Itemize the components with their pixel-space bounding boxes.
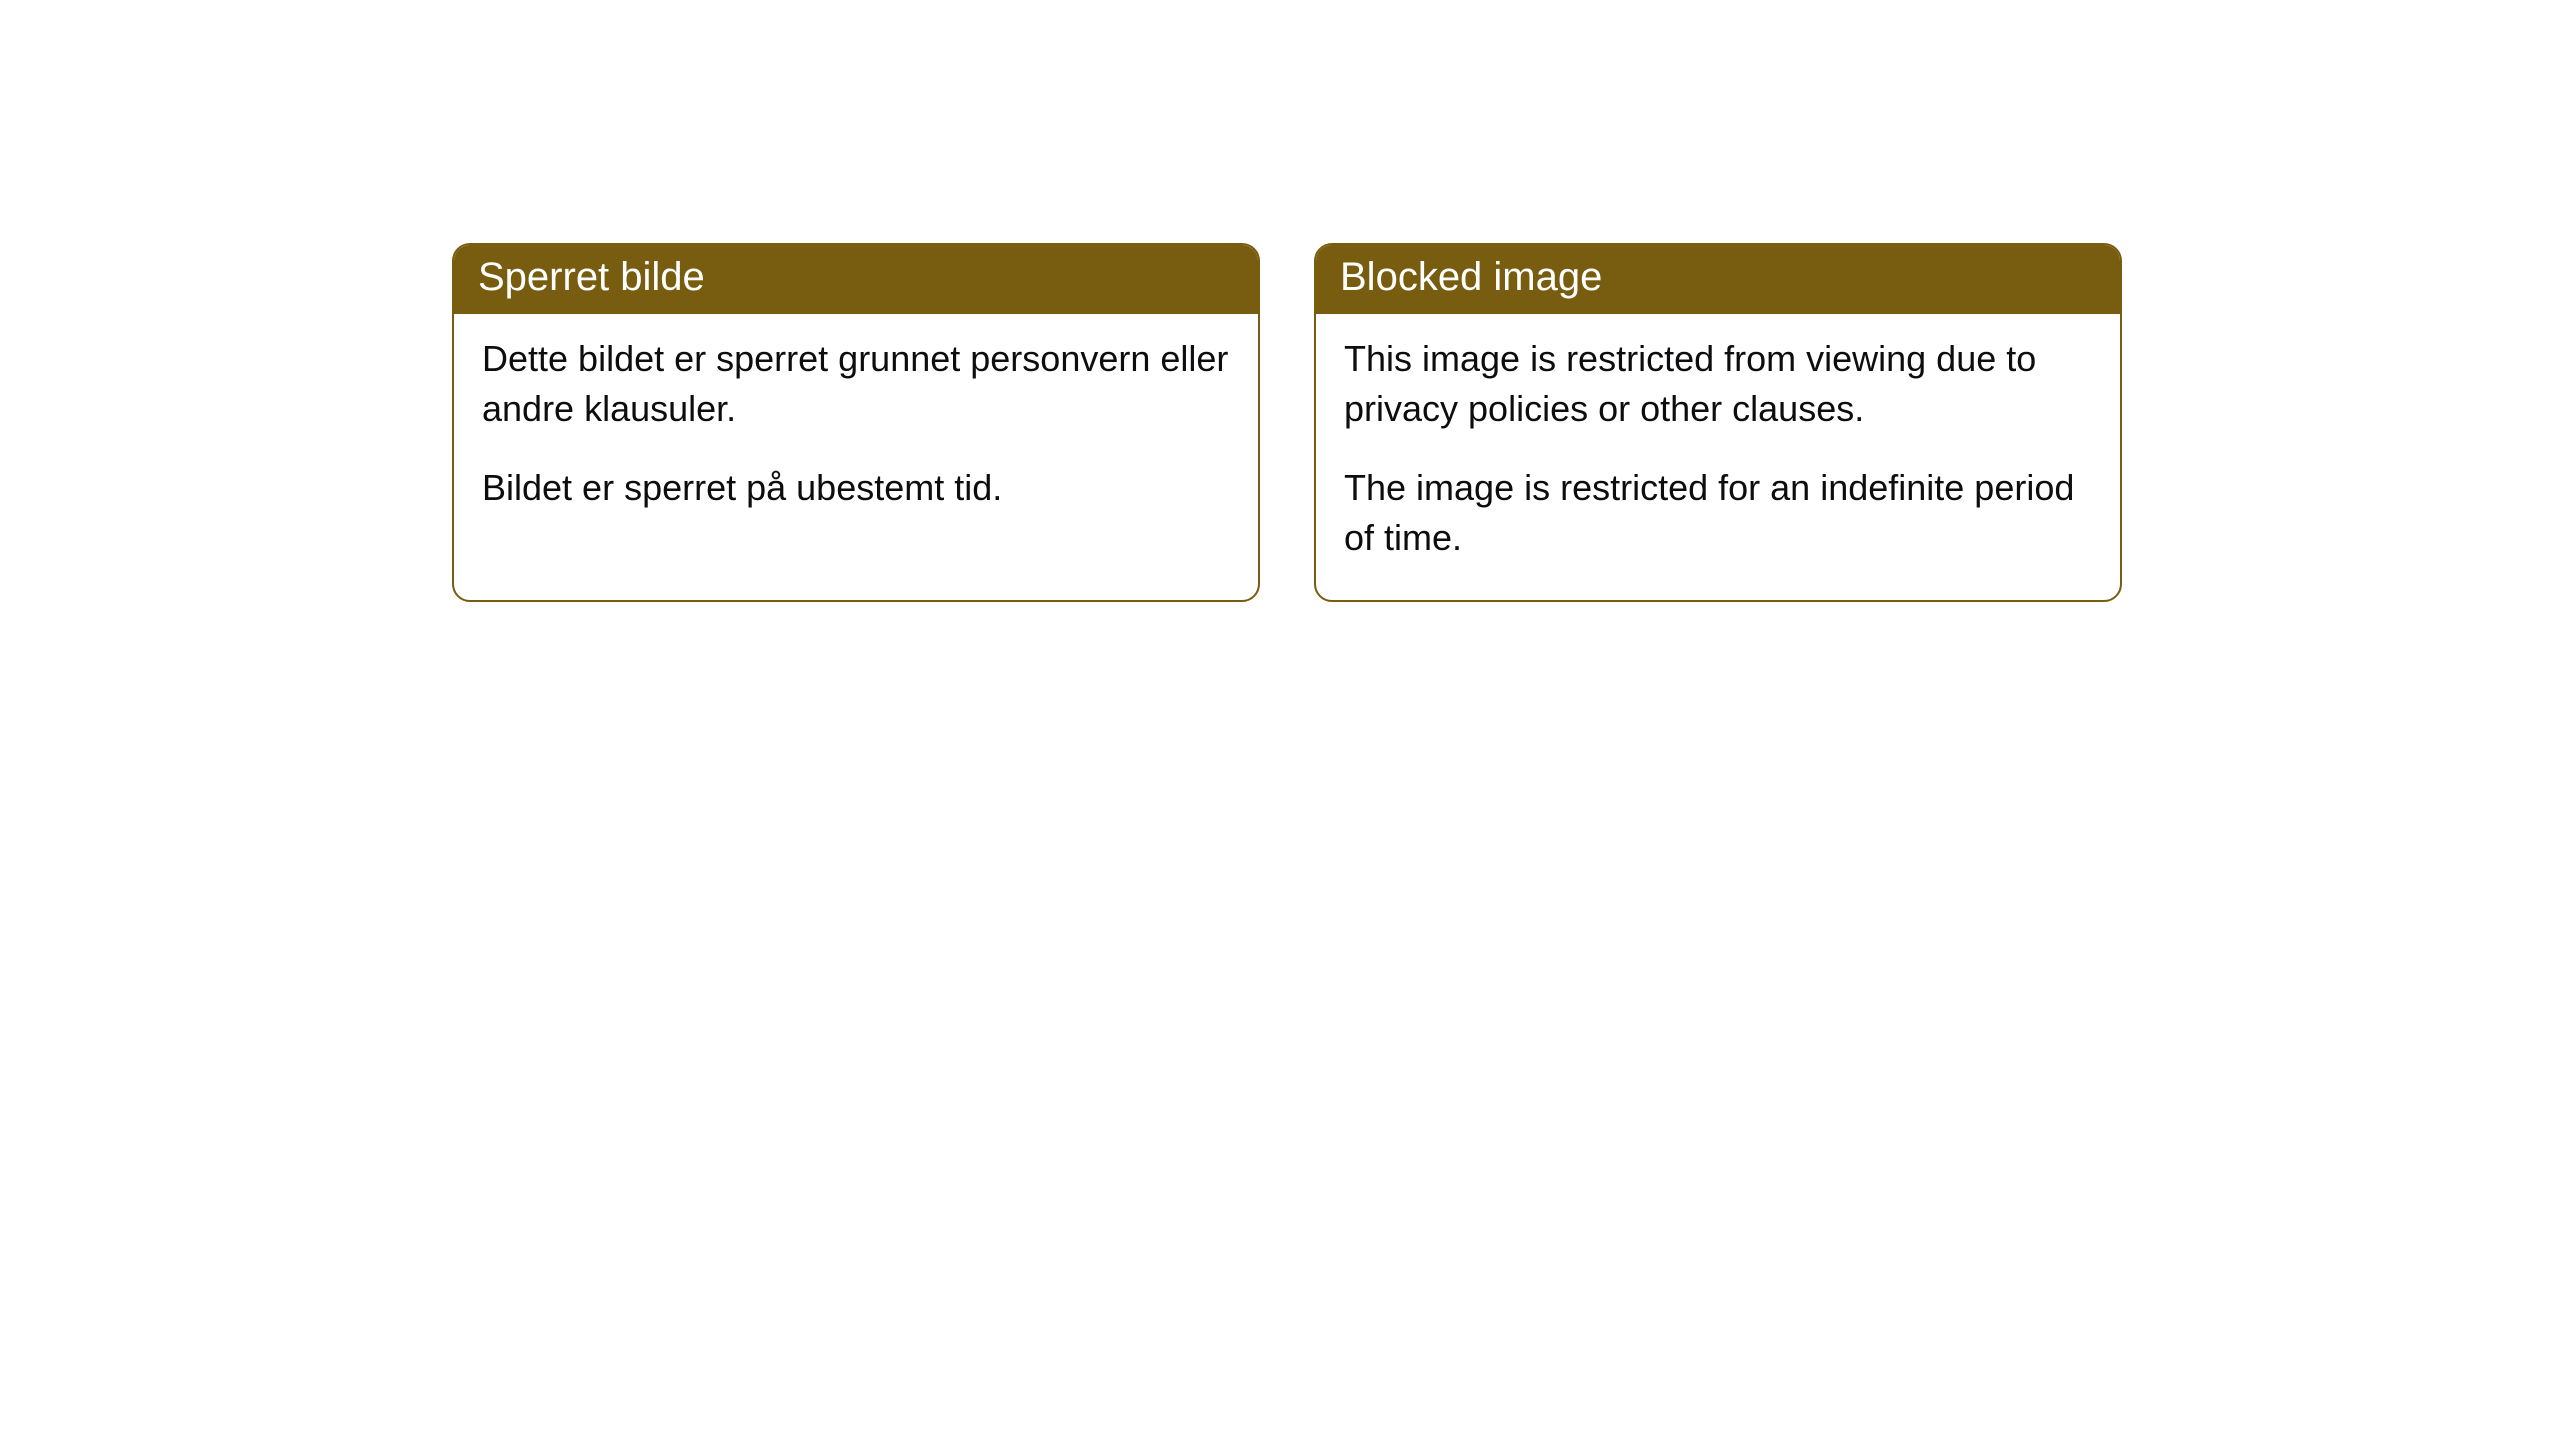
card-header: Blocked image [1316, 245, 2120, 314]
notice-card-english: Blocked image This image is restricted f… [1314, 243, 2122, 602]
card-paragraph: Dette bildet er sperret grunnet personve… [482, 334, 1230, 435]
card-title: Sperret bilde [478, 255, 705, 299]
notice-card-norwegian: Sperret bilde Dette bildet er sperret gr… [452, 243, 1260, 602]
card-paragraph: The image is restricted for an indefinit… [1344, 463, 2092, 564]
card-header: Sperret bilde [454, 245, 1258, 314]
card-paragraph: This image is restricted from viewing du… [1344, 334, 2092, 435]
notice-cards-container: Sperret bilde Dette bildet er sperret gr… [452, 243, 2122, 602]
card-title: Blocked image [1340, 255, 1602, 299]
card-paragraph: Bildet er sperret på ubestemt tid. [482, 463, 1230, 513]
card-body: Dette bildet er sperret grunnet personve… [454, 314, 1258, 549]
card-body: This image is restricted from viewing du… [1316, 314, 2120, 600]
